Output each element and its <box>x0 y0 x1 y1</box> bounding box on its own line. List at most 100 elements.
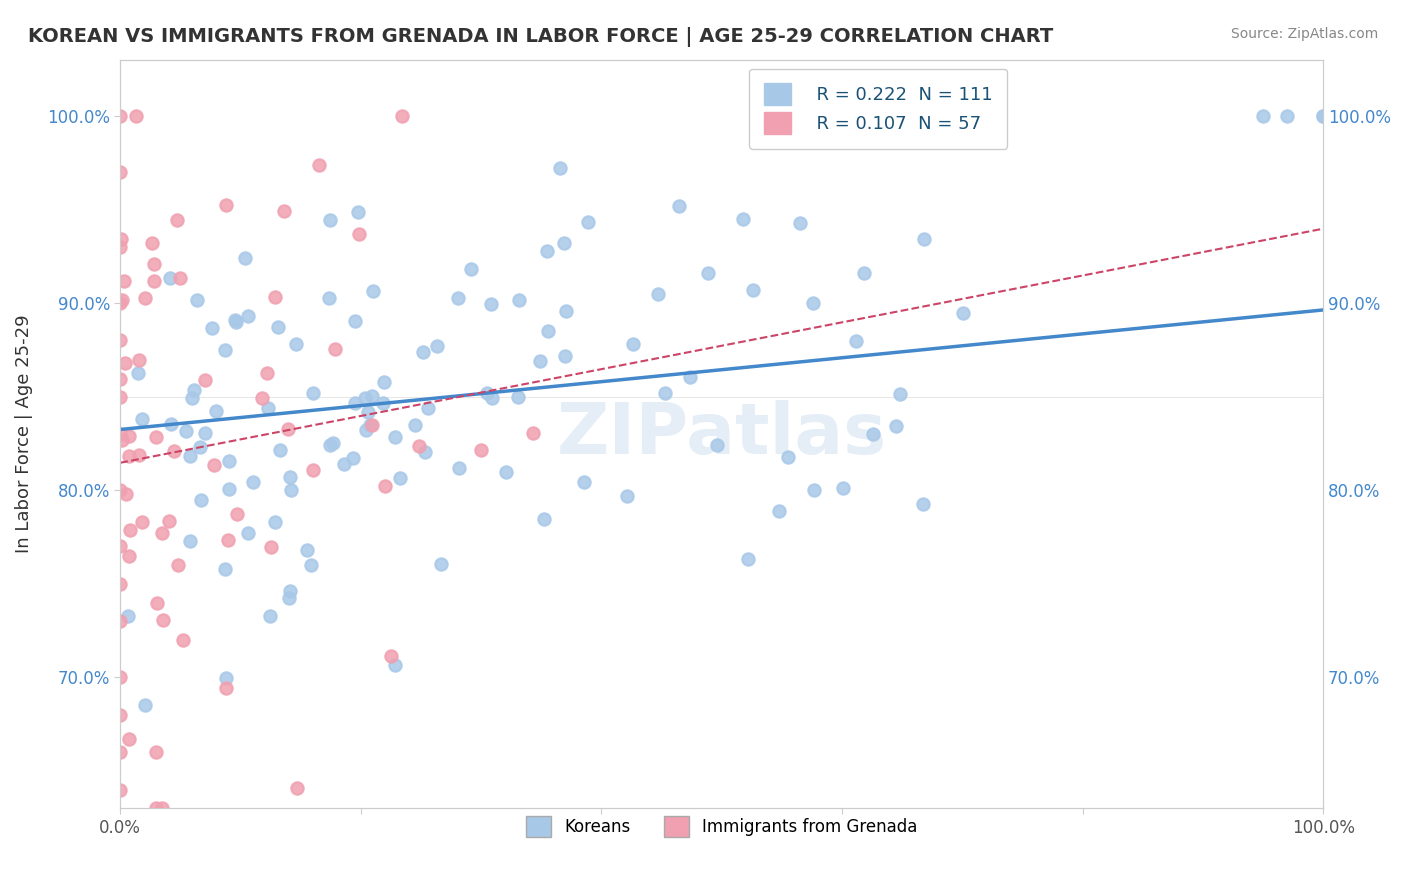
Point <box>404 418 426 433</box>
Point <box>789 216 811 230</box>
Point <box>278 470 301 484</box>
Point <box>217 533 239 548</box>
Point <box>361 388 384 402</box>
Point <box>141 235 163 250</box>
Point <box>188 440 211 454</box>
Point <box>952 306 974 320</box>
Point <box>299 558 322 572</box>
Point <box>647 286 669 301</box>
Point <box>285 780 308 795</box>
Point <box>616 489 638 503</box>
Point <box>118 449 141 463</box>
Point <box>160 417 183 432</box>
Point <box>412 345 434 359</box>
Point <box>801 296 824 310</box>
Point <box>696 266 718 280</box>
Point <box>145 596 167 610</box>
Point <box>179 534 201 549</box>
Point <box>186 293 208 307</box>
Point <box>117 608 139 623</box>
Point <box>862 426 884 441</box>
Point <box>391 109 413 123</box>
Point <box>214 343 236 357</box>
Point <box>803 483 825 498</box>
Point <box>273 204 295 219</box>
Point <box>110 240 132 254</box>
Text: Source: ZipAtlas.com: Source: ZipAtlas.com <box>1230 27 1378 41</box>
Text: ZIPatlas: ZIPatlas <box>557 400 887 468</box>
Point <box>1275 109 1298 123</box>
Point <box>194 425 217 440</box>
Point <box>737 552 759 566</box>
Point <box>429 557 451 571</box>
Point <box>145 746 167 760</box>
Point <box>118 732 141 747</box>
Point <box>318 291 340 305</box>
Point <box>111 293 134 307</box>
Point <box>110 539 132 553</box>
Point <box>110 296 132 310</box>
Point <box>357 404 380 418</box>
Point <box>127 366 149 380</box>
Point <box>481 392 503 406</box>
Point <box>554 304 576 318</box>
Point <box>110 334 132 348</box>
Point <box>174 425 197 439</box>
Point <box>621 336 644 351</box>
Point <box>128 448 150 462</box>
Point <box>553 235 575 250</box>
Point <box>143 274 166 288</box>
Point <box>152 613 174 627</box>
Point <box>322 435 344 450</box>
Point <box>277 591 299 605</box>
Point <box>360 418 382 433</box>
Point <box>363 285 385 299</box>
Point <box>110 782 132 797</box>
Point <box>233 251 256 265</box>
Point <box>654 386 676 401</box>
Point <box>128 352 150 367</box>
Point <box>110 707 132 722</box>
Point <box>408 439 430 453</box>
Point <box>319 212 342 227</box>
Point <box>280 483 302 498</box>
Point <box>260 540 283 554</box>
Point <box>359 418 381 433</box>
Point <box>145 801 167 815</box>
Point <box>679 370 702 384</box>
Point <box>554 349 576 363</box>
Point <box>110 576 132 591</box>
Point <box>413 444 436 458</box>
Point <box>889 387 911 401</box>
Point <box>172 632 194 647</box>
Point <box>242 475 264 489</box>
Point <box>263 515 285 529</box>
Point <box>333 458 356 472</box>
Point <box>574 475 596 490</box>
Point <box>110 372 132 386</box>
Point <box>548 161 571 175</box>
Point <box>1251 109 1274 123</box>
Point <box>495 465 517 479</box>
Point <box>533 512 555 526</box>
Point <box>226 507 249 521</box>
Point <box>845 334 868 349</box>
Point <box>110 427 132 442</box>
Point <box>179 449 201 463</box>
Point <box>169 270 191 285</box>
Point <box>218 453 240 467</box>
Point <box>347 204 370 219</box>
Point <box>256 366 278 380</box>
Point <box>852 266 875 280</box>
Point <box>768 504 790 518</box>
Point <box>373 375 395 389</box>
Point <box>125 109 148 123</box>
Point <box>112 274 135 288</box>
Point <box>250 391 273 405</box>
Point <box>388 471 411 485</box>
Point <box>418 401 440 416</box>
Point <box>145 430 167 444</box>
Point <box>190 493 212 508</box>
Point <box>776 450 799 465</box>
Point <box>506 390 529 404</box>
